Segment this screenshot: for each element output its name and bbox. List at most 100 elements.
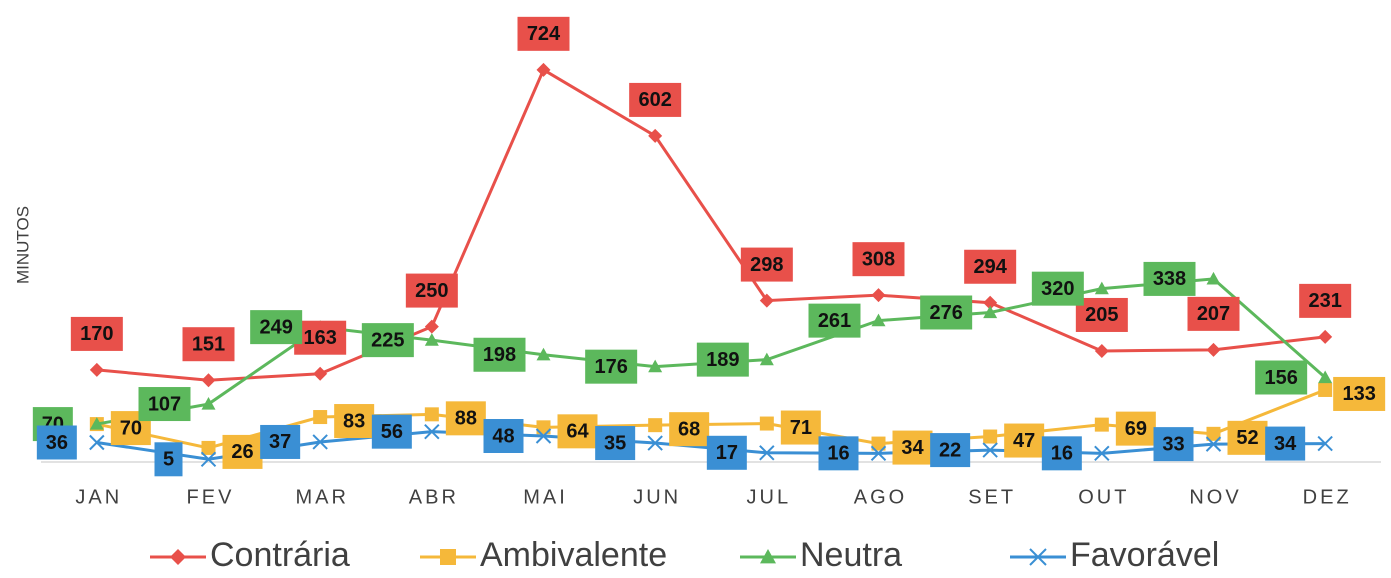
data-label: 88 bbox=[455, 408, 477, 430]
data-label-box bbox=[920, 295, 973, 330]
x-tick-label: SET bbox=[968, 486, 1016, 508]
data-label: 308 bbox=[862, 248, 895, 270]
data-label: 189 bbox=[706, 349, 739, 371]
data-label: 249 bbox=[259, 316, 292, 338]
marker bbox=[1205, 436, 1222, 452]
data-label-box bbox=[818, 436, 859, 471]
data-label-box bbox=[361, 323, 414, 358]
data-label-box bbox=[696, 342, 749, 377]
data-label-box bbox=[250, 310, 303, 345]
data-label-box bbox=[669, 412, 710, 447]
marker bbox=[201, 440, 216, 455]
data-label-box bbox=[557, 414, 598, 449]
marker bbox=[871, 436, 886, 451]
data-label: 64 bbox=[566, 421, 589, 443]
data-label-box bbox=[930, 433, 971, 468]
marker bbox=[982, 442, 998, 458]
data-label-box bbox=[595, 426, 636, 461]
marker bbox=[89, 362, 104, 377]
data-label: 205 bbox=[1085, 304, 1118, 326]
data-label: 170 bbox=[80, 323, 113, 345]
data-label-box bbox=[445, 401, 486, 436]
data-label-box bbox=[1187, 296, 1240, 331]
data-label: 298 bbox=[750, 254, 783, 276]
x-tick-label: DEZ bbox=[1303, 486, 1352, 508]
data-label: 156 bbox=[1264, 367, 1297, 389]
x-tick-label: ABR bbox=[409, 486, 459, 508]
marker bbox=[870, 445, 887, 462]
marker bbox=[440, 549, 456, 565]
data-label: 22 bbox=[939, 439, 961, 461]
data-label: 602 bbox=[638, 89, 671, 111]
data-label-box bbox=[1299, 283, 1352, 318]
data-label: 261 bbox=[818, 310, 851, 332]
data-label-box bbox=[1115, 411, 1156, 446]
data-label: 133 bbox=[1342, 383, 1375, 405]
marker bbox=[1094, 417, 1109, 432]
marker bbox=[170, 549, 186, 565]
data-label: 198 bbox=[483, 344, 516, 366]
x-tick-label: JUL bbox=[747, 486, 792, 508]
data-label-box bbox=[260, 424, 301, 459]
data-label: 176 bbox=[594, 356, 627, 378]
data-label: 48 bbox=[492, 425, 514, 447]
data-label-box bbox=[808, 303, 861, 338]
data-label-box bbox=[1041, 436, 1082, 471]
marker bbox=[201, 397, 216, 410]
data-label: 34 bbox=[1274, 433, 1297, 455]
data-label-box bbox=[294, 320, 347, 355]
data-label-box bbox=[1004, 423, 1045, 458]
legend-label: Neutra bbox=[800, 536, 902, 574]
data-label: 250 bbox=[415, 280, 448, 302]
legend-marker bbox=[760, 549, 776, 564]
marker bbox=[89, 434, 105, 451]
x-tick-label: FEV bbox=[187, 486, 235, 508]
data-label: 151 bbox=[192, 333, 225, 355]
legend-marker bbox=[440, 549, 456, 565]
data-label: 724 bbox=[527, 23, 561, 45]
x-tick-label: JAN bbox=[75, 486, 122, 508]
data-label-box bbox=[182, 327, 235, 362]
marker bbox=[424, 319, 439, 334]
data-label: 68 bbox=[678, 418, 700, 440]
marker bbox=[424, 333, 439, 346]
marker bbox=[648, 418, 663, 433]
data-label: 294 bbox=[973, 256, 1007, 278]
data-label: 107 bbox=[148, 393, 181, 415]
marker bbox=[1206, 426, 1221, 441]
data-label: 71 bbox=[790, 417, 812, 439]
data-label: 83 bbox=[343, 410, 365, 432]
marker bbox=[1317, 435, 1333, 452]
marker bbox=[648, 359, 663, 373]
x-tick-label: NOV bbox=[1189, 486, 1241, 508]
data-label-box bbox=[892, 430, 933, 465]
x-tick-label: MAR bbox=[295, 486, 348, 508]
data-label: 320 bbox=[1041, 278, 1074, 300]
data-label: 52 bbox=[1236, 427, 1258, 449]
marker bbox=[1318, 329, 1333, 344]
series-line bbox=[96, 67, 1326, 382]
x-tick-label: MAI bbox=[523, 486, 568, 508]
marker bbox=[1029, 548, 1047, 566]
legend-label: Favorável bbox=[1070, 536, 1219, 574]
marker bbox=[312, 434, 328, 450]
data-label-box bbox=[517, 16, 570, 51]
data-label-box bbox=[629, 82, 682, 117]
y-axis-label: MINUTOS bbox=[13, 206, 32, 284]
data-label: 56 bbox=[381, 421, 403, 443]
marker bbox=[759, 445, 775, 461]
marker bbox=[424, 407, 439, 422]
marker bbox=[1094, 343, 1109, 358]
marker bbox=[424, 423, 440, 440]
marker bbox=[871, 288, 886, 303]
data-label: 163 bbox=[303, 327, 336, 349]
marker bbox=[201, 373, 216, 388]
data-label: 36 bbox=[46, 432, 68, 454]
data-label: 70 bbox=[120, 417, 142, 439]
data-label-box bbox=[1031, 271, 1084, 306]
data-label-box bbox=[473, 337, 526, 372]
x-tick-label: AGO bbox=[854, 486, 907, 508]
marker bbox=[89, 417, 104, 430]
marker bbox=[535, 428, 552, 444]
